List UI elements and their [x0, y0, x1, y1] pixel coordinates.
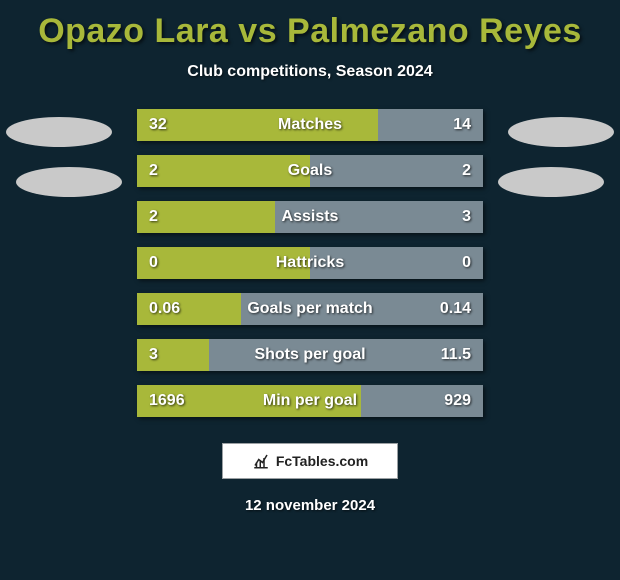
stat-label: Matches [137, 109, 483, 141]
chart-icon [252, 452, 270, 470]
comparison-title: Opazo Lara vs Palmezano Reyes [0, 0, 620, 51]
stat-row: 22Goals [137, 155, 483, 187]
comparison-content: 3214Matches 22Goals 23Assists 00Hattricks 0.… [0, 109, 620, 514]
stat-row: 311.5Shots per goal [137, 339, 483, 371]
stat-row: 0.060.14Goals per match [137, 293, 483, 325]
avatar-left-placeholder [6, 117, 112, 147]
stat-label: Goals [137, 155, 483, 187]
stat-row: 3214Matches [137, 109, 483, 141]
footer-logo: FcTables.com [222, 443, 398, 479]
stat-label: Shots per goal [137, 339, 483, 371]
avatar-right-placeholder [508, 117, 614, 147]
stat-row: 00Hattricks [137, 247, 483, 279]
avatar-right-placeholder-shadow [498, 167, 604, 197]
avatar-left-placeholder-shadow [16, 167, 122, 197]
date-label: 12 november 2024 [0, 497, 620, 514]
footer-logo-text: FcTables.com [276, 453, 368, 469]
stat-label: Hattricks [137, 247, 483, 279]
stat-label: Min per goal [137, 385, 483, 417]
stat-label: Goals per match [137, 293, 483, 325]
stat-row: 1696929Min per goal [137, 385, 483, 417]
stat-rows-container: 3214Matches 22Goals 23Assists 00Hattricks 0.… [137, 109, 483, 417]
stat-row: 23Assists [137, 201, 483, 233]
comparison-subtitle: Club competitions, Season 2024 [0, 63, 620, 81]
stat-label: Assists [137, 201, 483, 233]
